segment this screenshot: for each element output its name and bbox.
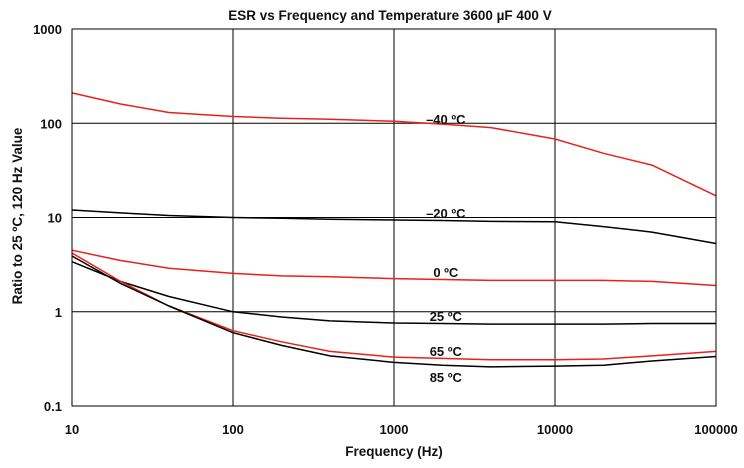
y-tick-label: 1: [55, 305, 62, 320]
y-tick-label: 10: [48, 211, 62, 226]
y-tick-labels: 0.1 1 10 100 1000: [33, 22, 62, 414]
y-tick-label: 100: [40, 116, 62, 131]
x-tick-labels: 10 100 1000 10000 100000: [65, 422, 738, 437]
y-tick-label: 0.1: [44, 399, 62, 414]
x-tick-label: 10: [65, 422, 79, 437]
series-label: –20 ºC: [426, 206, 466, 221]
chart-title: ESR vs Frequency and Temperature 3600 µF…: [228, 8, 551, 23]
series-label: –40 ºC: [426, 112, 466, 127]
y-tick-label: 1000: [33, 22, 62, 37]
x-tick-label: 1000: [380, 422, 409, 437]
x-axis-title: Frequency (Hz): [345, 444, 443, 459]
series-label: 85 ºC: [430, 370, 463, 385]
series-label: 65 ºC: [430, 344, 463, 359]
series-label: 25 ºC: [430, 309, 463, 324]
x-tick-label: 100: [222, 422, 244, 437]
series-label: 0 ºC: [433, 265, 459, 280]
y-axis-title: Ratio to 25 ºC, 120 Hz Value: [10, 127, 25, 304]
x-tick-label: 10000: [537, 422, 573, 437]
x-tick-label: 100000: [694, 422, 737, 437]
